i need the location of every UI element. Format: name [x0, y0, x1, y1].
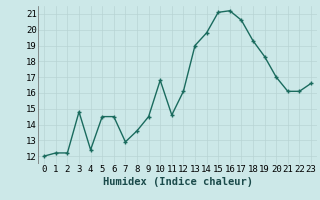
X-axis label: Humidex (Indice chaleur): Humidex (Indice chaleur) [103, 177, 252, 187]
